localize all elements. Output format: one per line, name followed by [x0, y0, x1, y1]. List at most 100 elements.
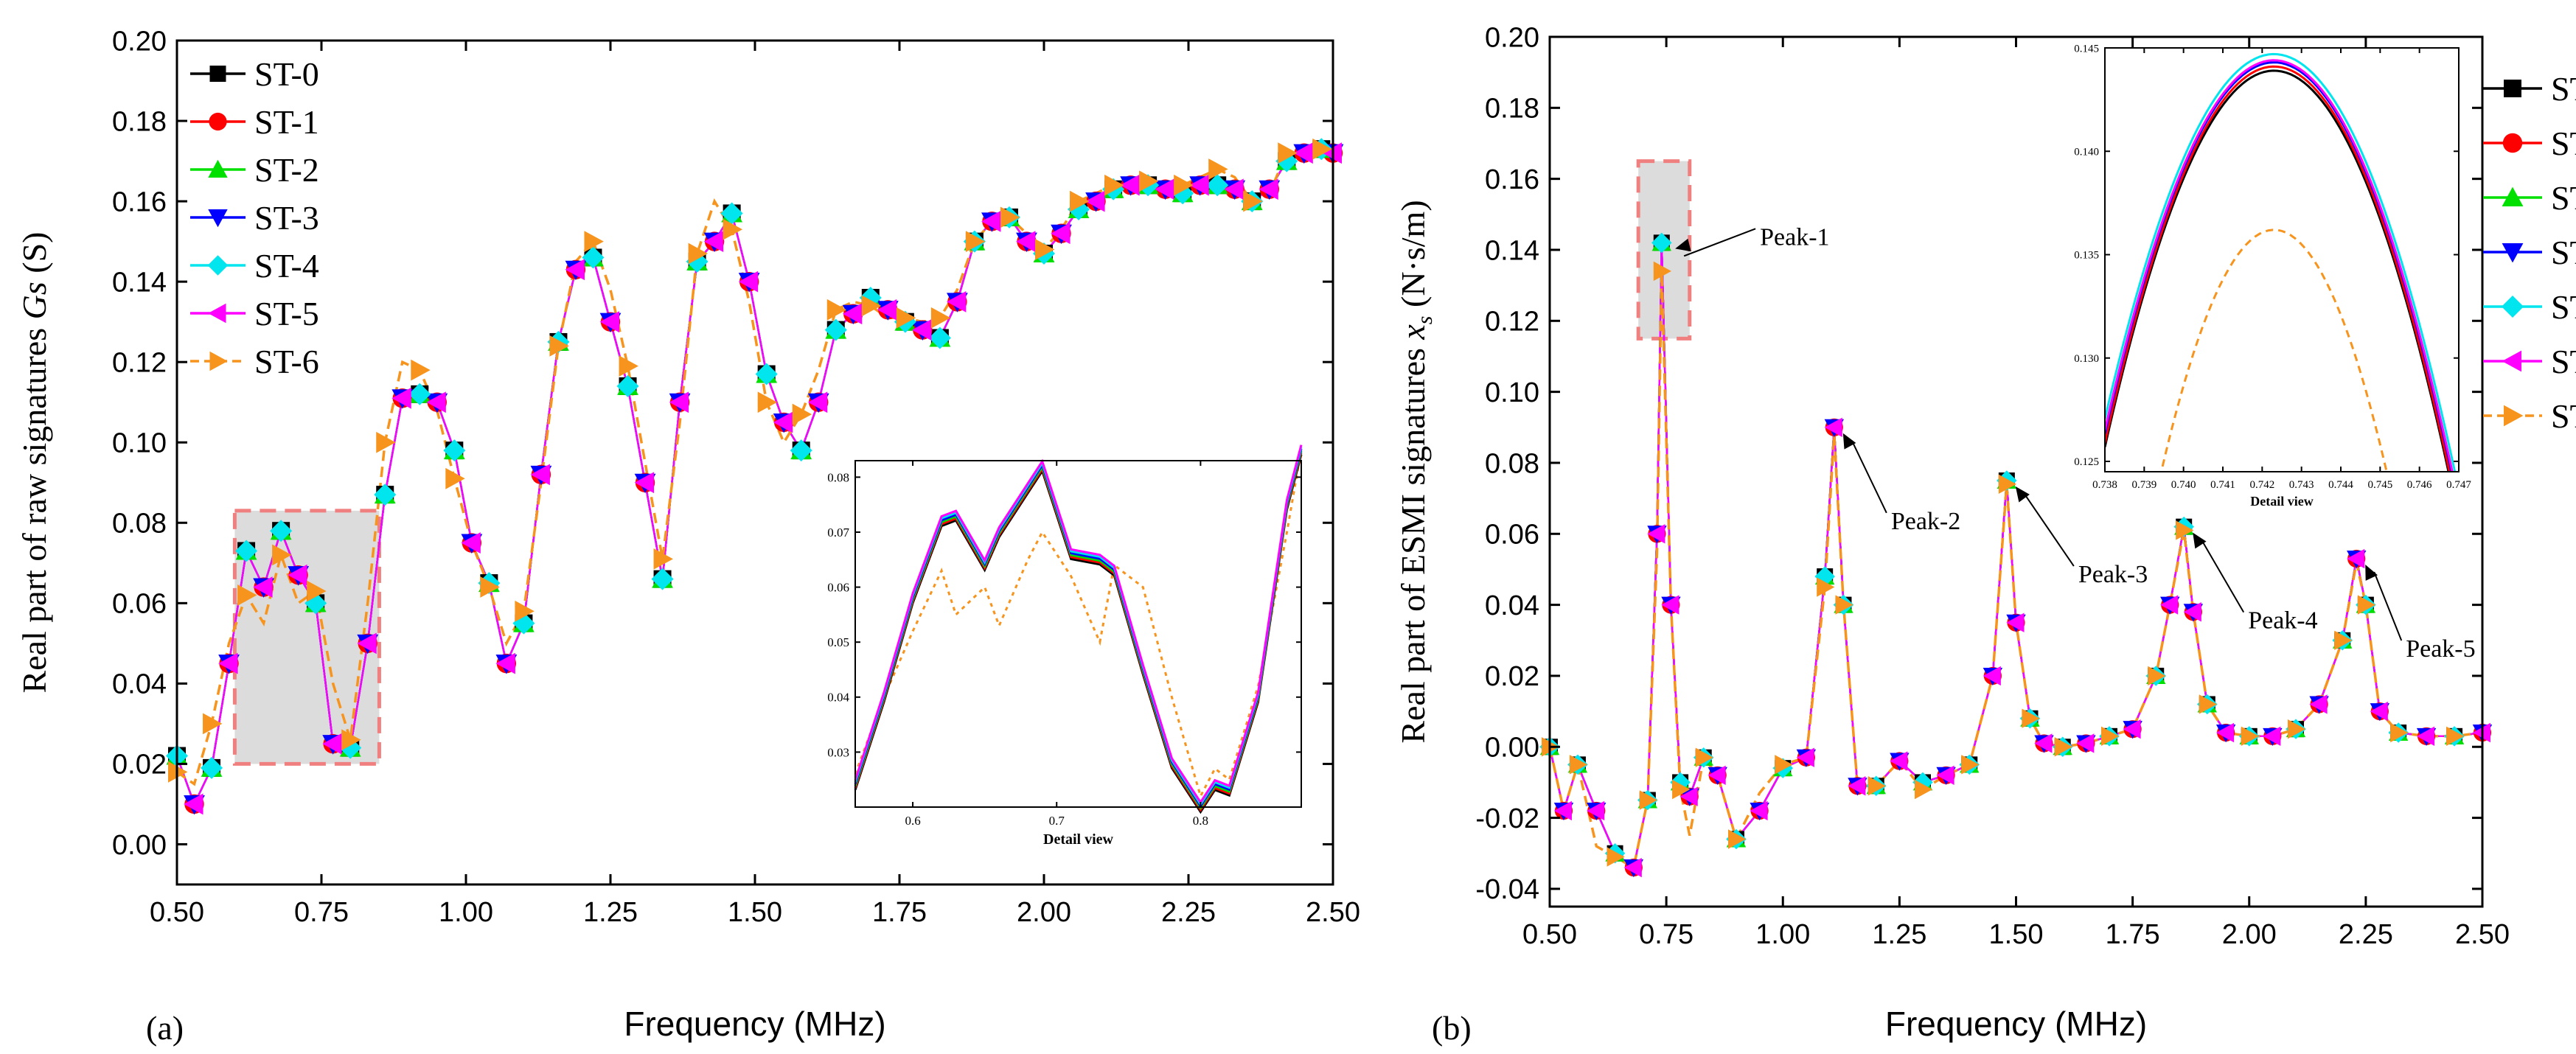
- inset-background: [2105, 48, 2459, 472]
- legend-label-ST-4: ST-4: [2551, 288, 2576, 326]
- data-point-ST-6: [723, 218, 743, 240]
- data-point-ST-6: [2054, 737, 2072, 757]
- x-axis-title: Frequency (MHz): [1885, 1005, 2147, 1043]
- data-point-ST-5: [1259, 178, 1278, 200]
- y-tick-label: 0.04: [1485, 590, 1539, 621]
- data-point-ST-4: [408, 383, 431, 405]
- inset-line-main: [854, 454, 1303, 814]
- data-point-ST-5: [1293, 142, 1313, 164]
- annotation-Peak-3: Peak-3: [2078, 561, 2148, 588]
- x-tick-label: 0.7: [1049, 814, 1065, 828]
- inset-line-ST-6: [854, 449, 1303, 800]
- y-axis-title: Real part of ESMI signatures xs (N·s/m): [1394, 200, 1437, 743]
- data-point-ST-6: [1775, 755, 1793, 775]
- data-point-ST-5: [2309, 694, 2328, 714]
- legend-marker-ST-6: [209, 351, 228, 371]
- annotation-Peak-4: Peak-4: [2248, 607, 2317, 635]
- data-point-ST-5: [703, 231, 724, 253]
- inset-line-main: [854, 448, 1303, 809]
- legend-label-ST-1: ST-1: [2551, 125, 2576, 162]
- data-point-ST-4: [270, 520, 293, 542]
- data-point-ST-5: [2006, 612, 2025, 632]
- y-tick-label: 0.05: [827, 635, 849, 649]
- x-tick-label: 0.741: [2210, 479, 2235, 491]
- y-tick-label: 0.00: [112, 830, 167, 861]
- annotation-Peak-2: Peak-2: [1891, 508, 1960, 535]
- data-point-ST-5: [426, 391, 446, 413]
- data-point-ST-5: [842, 303, 863, 325]
- x-tick-label: 1.75: [2106, 919, 2160, 950]
- legend-marker-ST-4: [2502, 296, 2524, 318]
- x-tick-label: 0.75: [294, 897, 349, 928]
- x-tick-label: 0.744: [2328, 479, 2353, 491]
- data-point-ST-5: [669, 391, 689, 413]
- x-tick-label: 0.746: [2407, 479, 2432, 491]
- annotation-arrowhead: [2365, 565, 2378, 581]
- data-point-ST-5: [1796, 747, 1814, 767]
- data-point-ST-4: [928, 327, 951, 349]
- data-point-ST-6: [1695, 747, 1713, 767]
- data-point-ST-6: [930, 307, 951, 329]
- x-tick-label: 1.25: [583, 897, 638, 928]
- data-point-ST-5: [1890, 751, 1908, 771]
- data-point-ST-5: [357, 632, 377, 655]
- data-point-ST-6: [1174, 174, 1194, 196]
- data-point-ST-5: [2183, 602, 2201, 622]
- data-point-ST-6: [1998, 474, 2017, 495]
- data-point-ST-6: [307, 580, 327, 602]
- x-tick-label: 0.742: [2249, 479, 2274, 491]
- data-point-ST-6: [584, 231, 604, 253]
- annotation-arrow-line: [2373, 571, 2403, 641]
- data-point-ST-5: [1708, 765, 1726, 785]
- data-point-ST-4: [616, 374, 639, 397]
- data-point-ST-5: [2160, 595, 2179, 615]
- inset-curve-ST-5: [2105, 59, 2454, 472]
- data-point-ST-4: [720, 202, 743, 225]
- data-point-ST-6: [653, 548, 673, 570]
- data-point-ST-5: [2416, 726, 2435, 747]
- data-point-ST-6: [792, 403, 812, 425]
- y-tick-label: 0.12: [1485, 307, 1539, 338]
- y-axis-title-symbol: x: [1394, 324, 1432, 341]
- panel-label-b: (b): [1432, 1009, 1472, 1047]
- chart-panel-b: 0.50 0.75 1.00 1.25 1.50 1.75 2.00 2.25 2.50 -0.0…: [1394, 22, 2576, 1043]
- x-tick-label: 1.75: [872, 897, 927, 928]
- data-point-ST-4: [443, 439, 466, 462]
- y-tick-label: 0.08: [1485, 448, 1539, 479]
- y-tick-label: 0.04: [112, 669, 167, 700]
- plot-frame: [854, 460, 1302, 808]
- data-point-ST-5: [877, 299, 897, 321]
- data-point-ST-5: [1224, 178, 1244, 200]
- y-tick-label: 0.18: [112, 106, 167, 137]
- legend-label-ST-6: ST-6: [254, 343, 319, 380]
- inset-x-title: Detail view: [2250, 494, 2313, 509]
- x-tick-label: 1.50: [728, 897, 782, 928]
- data-point-ST-5: [1679, 786, 1698, 806]
- data-point-ST-5: [1661, 595, 1679, 615]
- legend-marker-ST-5: [2502, 350, 2521, 372]
- data-point-ST-5: [1824, 417, 1842, 437]
- y-tick-label: -0.04: [1475, 874, 1539, 905]
- legend-marker-ST-4: [207, 255, 229, 276]
- data-point-ST-6: [1915, 779, 1933, 800]
- inset-line-main: [854, 452, 1303, 812]
- x-tick-label: 0.747: [2446, 479, 2471, 491]
- x-tick-label: 2.50: [1306, 897, 1360, 928]
- data-point-ST-5: [738, 271, 759, 293]
- plot-frame: [2104, 47, 2460, 472]
- data-point-ST-6: [1035, 239, 1055, 260]
- legend-marker-ST-2: [208, 159, 228, 178]
- data-point-ST-4: [582, 246, 605, 269]
- data-point-ST-6: [272, 544, 292, 566]
- data-point-ST-6: [549, 335, 569, 357]
- y-axis-title-unit: (S): [15, 232, 53, 282]
- annotation-arrowhead: [2015, 486, 2030, 503]
- legend-marker-ST-0: [209, 66, 226, 82]
- data-point-ST-5: [2215, 722, 2235, 743]
- data-point-ST-5: [1587, 800, 1605, 821]
- data-point-ST-4: [755, 363, 778, 385]
- data-point-ST-6: [1243, 190, 1263, 212]
- y-tick-label: 0.04: [827, 691, 849, 705]
- data-point-ST-6: [2288, 719, 2306, 739]
- legend-marker-ST-6: [2504, 405, 2524, 427]
